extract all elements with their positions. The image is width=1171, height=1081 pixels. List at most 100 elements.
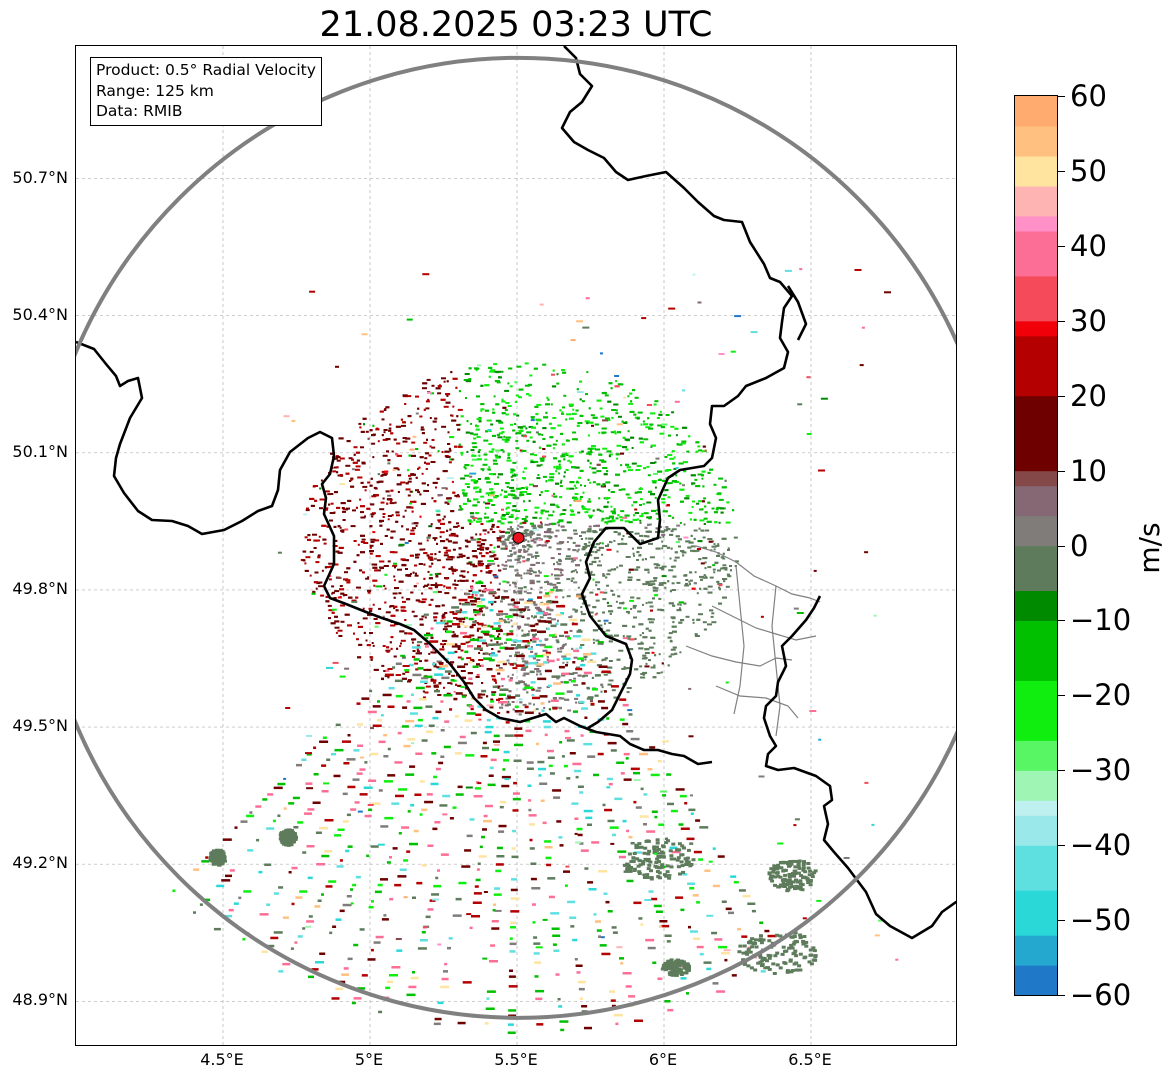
echo-cell [473, 597, 476, 600]
echo-cell [591, 841, 600, 844]
echo-cell [447, 625, 452, 628]
echo-cell [501, 619, 506, 622]
echo-cell [395, 453, 399, 456]
echo-cell [524, 362, 529, 365]
echo-cell [636, 597, 641, 600]
echo-cell [586, 686, 590, 689]
echo-cell [425, 637, 429, 640]
echo-cell [307, 534, 311, 537]
echo-cell [704, 449, 707, 452]
echo-cell [476, 541, 481, 544]
echo-cell [677, 443, 683, 446]
echo-cell [558, 836, 563, 839]
echo-cell [511, 639, 518, 642]
echo-cell [467, 500, 471, 503]
echo-cell [696, 901, 701, 904]
echo-cell [456, 556, 460, 559]
echo-cell [654, 496, 657, 499]
echo-cell [602, 658, 607, 661]
echo-cell [460, 631, 467, 635]
echo-cell [689, 579, 693, 582]
echo-cell [597, 700, 605, 703]
echo-cell [460, 526, 464, 529]
echo-cell [369, 544, 374, 547]
echo-cell [374, 487, 378, 490]
echo-cell [553, 563, 555, 566]
echo-cell [472, 620, 477, 624]
echo-cell [348, 457, 353, 460]
echo-cell [433, 612, 439, 615]
echo-cell [480, 495, 485, 498]
echo-cell [651, 480, 657, 482]
echo-cell [491, 523, 495, 526]
echo-cell [690, 474, 696, 477]
echo-cell [503, 542, 507, 545]
echo-cell [528, 814, 537, 817]
echo-cell [510, 910, 520, 913]
echo-cell [460, 670, 466, 672]
echo-cell [415, 572, 417, 575]
echo-cell [647, 618, 652, 621]
echo-cell [371, 434, 376, 437]
echo-cell [428, 525, 433, 528]
echo-cell [650, 583, 656, 586]
echo-cell [580, 450, 584, 453]
echo-cell [391, 802, 400, 805]
echo-cell [711, 540, 714, 543]
echo-cell [634, 637, 637, 640]
echo-cell [439, 384, 441, 387]
echo-cell [469, 818, 475, 821]
echo-cell [338, 437, 344, 440]
echo-cell [536, 580, 541, 583]
echo-cell [667, 1008, 674, 1012]
echo-cell [424, 457, 428, 460]
echo-cell [425, 400, 430, 403]
echo-cell [688, 583, 691, 586]
echo-cell [322, 538, 327, 541]
echo-cell [656, 517, 659, 520]
echo-cell [634, 508, 638, 511]
echo-cell [536, 419, 542, 422]
echo-cell [523, 610, 526, 612]
echo-cell [547, 528, 552, 531]
echo-cell [429, 558, 434, 561]
echo-cell [408, 454, 412, 457]
echo-cell [494, 596, 500, 599]
echo-cell [589, 611, 594, 614]
echo-cell [524, 644, 530, 647]
echo-cell [504, 440, 509, 443]
echo-cell [393, 467, 398, 470]
radar-map[interactable]: Product: 0.5° Radial Velocity Range: 125… [75, 45, 957, 1046]
echo-cell [601, 670, 611, 673]
echo-cell [418, 542, 423, 545]
echo-cell [554, 574, 560, 577]
echo-cell [649, 580, 655, 583]
echo-cell [491, 550, 496, 553]
echo-cell [643, 512, 649, 515]
echo-cell [330, 622, 336, 625]
echo-cell [560, 1028, 565, 1032]
echo-cell [698, 858, 704, 861]
echo-cell [421, 482, 426, 485]
echo-cell [505, 507, 508, 510]
echo-cell [542, 438, 546, 440]
echo-cell [491, 693, 496, 696]
echo-cell [637, 491, 642, 494]
echo-cell [509, 969, 513, 972]
echo-cell [467, 645, 473, 648]
echo-cell [489, 609, 494, 612]
echo-cell [544, 523, 550, 526]
echo-cell [488, 774, 494, 777]
echo-cell [548, 708, 551, 711]
echo-cell [450, 371, 453, 374]
echo-cell [336, 576, 342, 579]
echo-cell [556, 640, 560, 644]
echo-cell [685, 615, 690, 618]
echo-cell [375, 428, 380, 431]
echo-cell [487, 531, 490, 534]
echo-cell [634, 568, 639, 571]
echo-cell [446, 497, 452, 500]
echo-cell [711, 507, 715, 510]
echo-cell [626, 730, 634, 733]
echo-cell [366, 644, 371, 647]
